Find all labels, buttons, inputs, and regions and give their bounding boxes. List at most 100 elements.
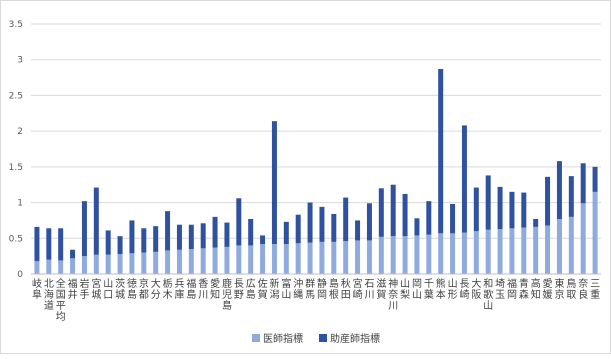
bar-segment-midwife xyxy=(46,228,52,260)
x-tick-label: 岡山 xyxy=(412,278,422,301)
bar-segment-midwife xyxy=(366,203,372,241)
bar-segment-doctor xyxy=(366,240,372,274)
x-tick-label: 奈良 xyxy=(578,277,588,301)
x-tick-label: 熊本 xyxy=(436,277,446,301)
bar-segment-midwife xyxy=(248,219,254,246)
x-tick-label: 栃木 xyxy=(163,277,173,301)
x-tick-label: 宮城 xyxy=(91,277,101,301)
bar-segment-midwife xyxy=(141,228,147,253)
y-tick-label: 1.5 xyxy=(9,163,23,173)
bar-segment-doctor xyxy=(402,236,408,274)
x-tick-label: 愛知 xyxy=(210,277,220,301)
bar-segment-doctor xyxy=(81,256,87,274)
bar-segment-doctor xyxy=(46,259,52,274)
bar-segment-midwife xyxy=(509,191,515,229)
x-tick-label: 沖縄 xyxy=(293,277,303,301)
x-tick-label: 佐賀 xyxy=(258,278,268,301)
x-tick-label: 神奈川 xyxy=(388,277,398,312)
bar-segment-midwife xyxy=(438,69,444,234)
bar-segment-midwife xyxy=(105,230,111,255)
y-tick-label: 3.5 xyxy=(9,20,23,30)
x-axis-ticks: 岐阜北海道全国平均福井岩手宮城山口茨城徳島京都大分栃木兵庫福島香川愛知鹿児島長野… xyxy=(32,277,600,323)
x-tick-label: 富山 xyxy=(281,277,291,301)
bar-segment-midwife xyxy=(224,222,230,247)
legend-label: 助産師指標 xyxy=(330,332,380,345)
legend-swatch xyxy=(319,334,327,342)
bar-segment-midwife xyxy=(568,176,574,217)
gridlines xyxy=(31,23,601,239)
bar-segment-midwife xyxy=(200,223,206,249)
x-tick-label: 北海道 xyxy=(44,278,54,312)
bar-segment-doctor xyxy=(461,232,467,274)
bar-segment-doctor xyxy=(497,229,503,274)
bar-segment-doctor xyxy=(568,216,574,274)
bar-segment-doctor xyxy=(450,233,456,274)
x-tick-label: 三重 xyxy=(590,279,600,301)
bar-segment-doctor xyxy=(307,242,313,274)
bar-segment-midwife xyxy=(283,221,289,244)
bar-segment-midwife xyxy=(473,187,479,232)
x-tick-label: 山梨 xyxy=(400,278,410,301)
x-tick-label: 兵庫 xyxy=(174,277,184,301)
bar-segment-doctor xyxy=(390,236,396,274)
bar-segment-doctor xyxy=(224,246,230,274)
bar-segment-midwife xyxy=(93,187,99,255)
bar-segment-midwife xyxy=(260,235,266,244)
bar-segment-doctor xyxy=(70,258,76,274)
bar-segment-midwife xyxy=(58,228,64,261)
bar-segment-midwife xyxy=(81,201,87,257)
bar-segment-doctor xyxy=(533,226,539,274)
bar-segment-doctor xyxy=(556,219,562,274)
bar-segment-midwife xyxy=(355,220,361,241)
bar-segment-doctor xyxy=(378,236,384,274)
bar-segment-doctor xyxy=(355,240,361,274)
bar-segment-doctor xyxy=(580,203,586,274)
y-tick-label: 3 xyxy=(17,56,23,66)
x-tick-label: 東京 xyxy=(554,277,564,301)
x-tick-label: 岩手 xyxy=(79,277,89,301)
x-tick-label: 広島 xyxy=(246,277,256,301)
bar-segment-midwife xyxy=(402,194,408,237)
x-tick-label: 徳島 xyxy=(127,277,137,301)
bar-segment-doctor xyxy=(188,249,194,274)
y-tick-label: 0.5 xyxy=(9,234,23,244)
bar-segment-midwife xyxy=(236,198,242,246)
bar-segment-midwife xyxy=(450,204,456,234)
bar-segment-midwife xyxy=(307,202,313,243)
legend-swatch xyxy=(252,334,260,342)
bar-segment-midwife xyxy=(319,206,325,242)
bar-segment-midwife xyxy=(176,224,182,250)
bar-segment-midwife xyxy=(165,211,171,251)
x-tick-label: 全国平均 xyxy=(56,277,66,323)
x-tick-label: 福岡 xyxy=(507,277,517,301)
bar-segment-midwife xyxy=(461,125,467,233)
bar-segment-doctor xyxy=(485,229,491,274)
bar-segment-doctor xyxy=(283,244,289,274)
bar-segment-doctor xyxy=(248,245,254,274)
bar-segment-doctor xyxy=(343,241,349,274)
bar-segment-doctor xyxy=(545,225,551,274)
x-tick-label: 福島 xyxy=(186,277,196,301)
bar-segment-doctor xyxy=(153,251,159,274)
bar-segment-doctor xyxy=(414,235,420,274)
x-tick-label: 和歌山 xyxy=(483,278,493,312)
bar-segment-midwife xyxy=(331,214,337,242)
bar-segment-doctor xyxy=(117,254,123,274)
bar-segment-midwife xyxy=(188,224,194,249)
legend-label: 医師指標 xyxy=(263,332,303,345)
x-tick-label: 香川 xyxy=(198,278,208,301)
bar-segment-midwife xyxy=(426,201,432,235)
bar-segment-doctor xyxy=(295,243,301,274)
bar-segment-midwife xyxy=(592,166,598,192)
bar-segment-doctor xyxy=(236,245,242,274)
x-tick-label: 島根 xyxy=(329,277,339,301)
bar-segment-doctor xyxy=(509,228,515,274)
bar-segment-doctor xyxy=(141,252,147,274)
bar-segment-midwife xyxy=(295,214,301,244)
bar-segment-midwife xyxy=(485,175,491,230)
bar-segment-doctor xyxy=(426,234,432,274)
bar-segment-doctor xyxy=(473,231,479,274)
bar-segment-midwife xyxy=(153,226,159,252)
x-tick-label: 愛媛 xyxy=(543,277,553,301)
